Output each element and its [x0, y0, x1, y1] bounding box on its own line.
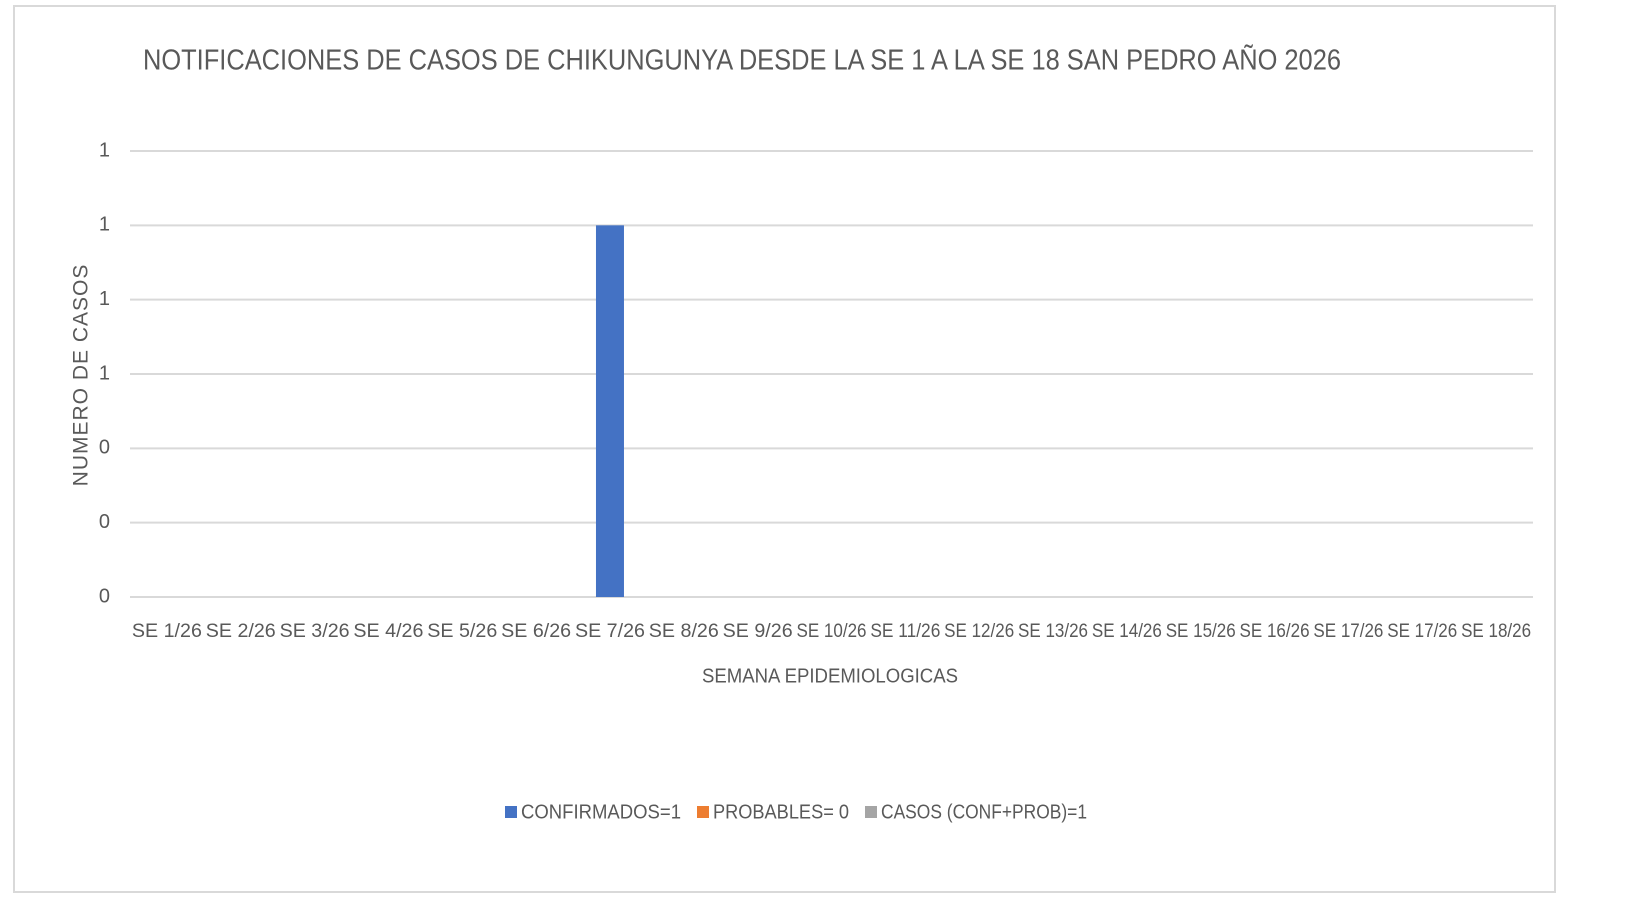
x-tick-label: SE 8/26: [649, 621, 719, 642]
legend-label: CASOS (CONF+PROB)=1: [881, 801, 1087, 823]
x-tick-label: SE 14/26: [1092, 621, 1162, 642]
chart-title: NOTIFICACIONES DE CASOS DE CHIKUNGUNYA D…: [143, 43, 1341, 77]
legend-swatch: [505, 806, 517, 818]
x-tick-label: SE 4/26: [353, 621, 423, 642]
x-tick-label: SE 12/26: [944, 621, 1014, 642]
y-axis-title: NUMERO DE CASOS: [70, 264, 93, 487]
x-tick-label: SE 7/26: [575, 621, 645, 642]
x-tick-label: SE 17/26: [1313, 621, 1383, 642]
bar: [595, 225, 624, 598]
x-tick-label: SE 17/26: [1387, 621, 1457, 642]
x-tick-label: SE 1/26: [132, 621, 202, 642]
legend-swatch: [697, 806, 709, 818]
y-tick-label: 1: [99, 362, 110, 384]
x-tick-label: SE 10/26: [797, 621, 867, 642]
legend-label: PROBABLES= 0: [713, 801, 849, 823]
x-tick-label: SE 13/26: [1018, 621, 1088, 642]
x-tick-label: SE 5/26: [427, 621, 497, 642]
x-tick-label: SE 6/26: [501, 621, 571, 642]
y-tick-label: 1: [99, 214, 110, 236]
y-tick-label: 1: [99, 288, 110, 310]
x-tick-label: SE 18/26: [1461, 621, 1531, 642]
x-axis-title: SEMANA EPIDEMIOLOGICAS: [702, 665, 958, 687]
x-tick-label: SE 16/26: [1240, 621, 1310, 642]
x-tick-label: SE 15/26: [1166, 621, 1236, 642]
x-tick-label: SE 9/26: [723, 621, 793, 642]
x-tick-label: SE 2/26: [206, 621, 276, 642]
legend-swatch: [865, 806, 877, 818]
legend-label: CONFIRMADOS=1: [521, 801, 681, 823]
y-tick-label: 1: [99, 139, 110, 161]
x-tick-label: SE 3/26: [280, 621, 350, 642]
y-tick-label: 0: [99, 585, 110, 607]
y-tick-label: 0: [99, 437, 110, 459]
x-tick-label: SE 11/26: [870, 621, 940, 642]
y-tick-label: 0: [99, 511, 110, 533]
